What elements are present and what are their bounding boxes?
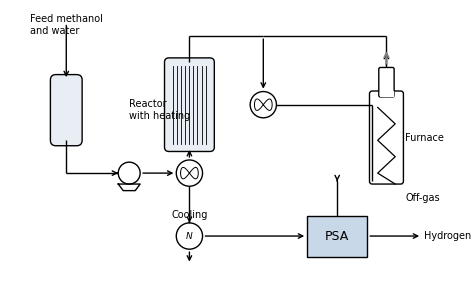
Text: Cooling: Cooling [171,210,208,220]
FancyBboxPatch shape [370,91,403,184]
Text: Furnace: Furnace [405,132,444,142]
Polygon shape [118,184,140,190]
Circle shape [176,160,202,186]
FancyBboxPatch shape [379,67,394,97]
Bar [307,216,367,257]
Text: Hydrogen: Hydrogen [424,231,471,241]
Text: Feed methanol
and water: Feed methanol and water [29,14,102,36]
Text: Reactor
with heating: Reactor with heating [129,99,191,121]
Text: N: N [186,232,193,241]
Circle shape [250,92,276,118]
Polygon shape [380,91,393,96]
Text: Off-gas: Off-gas [405,193,440,203]
Text: PSA: PSA [325,230,349,243]
Circle shape [176,223,202,249]
FancyBboxPatch shape [164,58,214,152]
FancyBboxPatch shape [50,75,82,146]
Circle shape [118,162,140,184]
